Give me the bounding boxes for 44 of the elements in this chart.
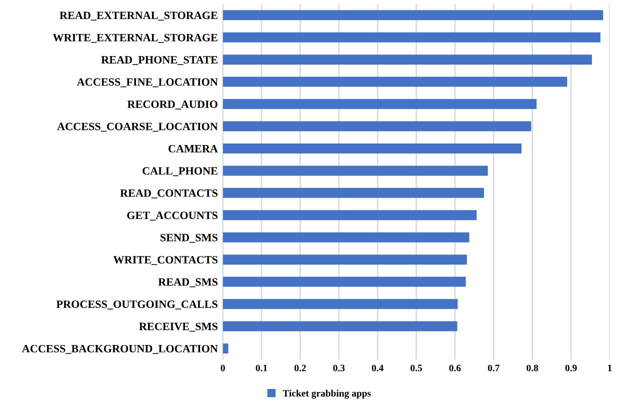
bar: [222, 76, 568, 87]
y-tick-label: GET_ACCOUNTS: [127, 212, 218, 221]
y-tick-label: CALL_PHONE: [142, 167, 218, 176]
y-tick-label: RECEIVE_SMS: [139, 322, 218, 332]
y-tick-label: PROCESS_OUTGOING_CALLS: [56, 300, 218, 310]
bar: [222, 299, 458, 310]
x-tick-label: 0.1: [256, 364, 268, 372]
y-tick-label: READ_EXTERNAL_STORAGE: [60, 12, 218, 21]
bar: [222, 121, 532, 132]
bar: [222, 276, 466, 287]
y-tick-label: READ_SMS: [158, 278, 218, 288]
legend-label: Ticket grabbing apps: [282, 390, 371, 399]
x-tick-label: 0.5: [410, 364, 422, 372]
bar: [222, 321, 458, 332]
y-tick-label: WRITE_EXTERNAL_STORAGE: [52, 34, 218, 43]
bar: [222, 32, 600, 42]
x-tick-label: 0.8: [526, 364, 538, 372]
bar: [222, 54, 592, 65]
x-tick-label: 1: [608, 364, 612, 372]
y-tick-label: ACCESS_BACKGROUND_LOCATION: [22, 344, 218, 354]
bar: [222, 143, 522, 154]
y-tick-label: CAMERA: [168, 144, 218, 152]
bar: [222, 210, 477, 220]
y-tick-label: READ_PHONE_STATE: [101, 56, 218, 65]
bar: [222, 166, 488, 176]
bar: [222, 188, 484, 198]
bar: [222, 343, 228, 354]
bar: [222, 99, 537, 110]
x-tick-label: 0.4: [372, 364, 384, 372]
bar: [222, 254, 467, 265]
x-tick-label: 0.2: [294, 364, 306, 372]
y-tick-label: READ_CONTACTS: [120, 189, 218, 198]
x-tick-label: 0.6: [449, 364, 461, 372]
bar: [222, 10, 604, 20]
x-tick-label: 0.7: [488, 364, 500, 372]
y-tick-label: ACCESS_COARSE_LOCATION: [57, 122, 218, 132]
y-tick-label: SEND_SMS: [160, 234, 218, 243]
bar: [222, 232, 470, 242]
x-tick-label: 0.9: [565, 364, 577, 372]
y-tick-label: ACCESS_FINE_LOCATION: [76, 78, 218, 88]
y-tick-label: RECORD_AUDIO: [127, 100, 218, 110]
x-tick-label: 0.3: [333, 364, 345, 372]
y-tick-label: WRITE_CONTACTS: [113, 256, 218, 265]
x-tick-label: 0: [220, 364, 225, 372]
